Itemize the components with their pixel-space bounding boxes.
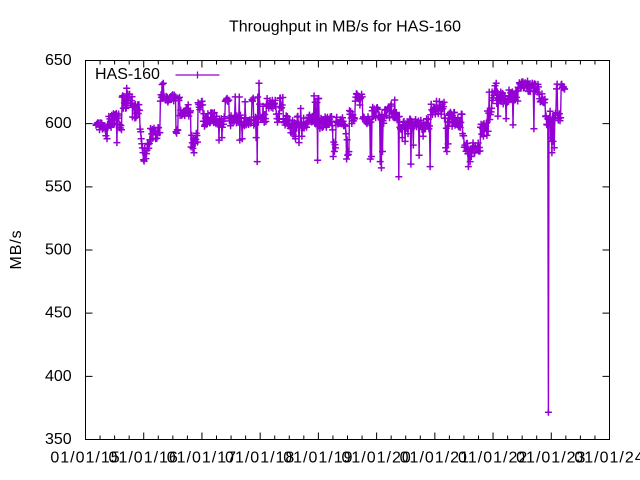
svg-text:01/01/18: 01/01/18 bbox=[225, 450, 295, 467]
svg-text:450: 450 bbox=[45, 305, 72, 322]
svg-text:350: 350 bbox=[45, 431, 72, 448]
svg-text:MB/s: MB/s bbox=[8, 229, 25, 269]
svg-text:01/01/17: 01/01/17 bbox=[167, 450, 237, 467]
svg-text:650: 650 bbox=[45, 52, 72, 69]
svg-text:01/01/23: 01/01/23 bbox=[516, 450, 586, 467]
svg-text:01/01/24: 01/01/24 bbox=[574, 450, 640, 467]
svg-text:01/01/16: 01/01/16 bbox=[109, 450, 179, 467]
svg-text:01/01/19: 01/01/19 bbox=[283, 450, 353, 467]
svg-text:550: 550 bbox=[45, 178, 72, 195]
svg-text:600: 600 bbox=[45, 115, 72, 132]
svg-text:500: 500 bbox=[45, 242, 72, 259]
svg-text:400: 400 bbox=[45, 368, 72, 385]
svg-text:Throughput in MB/s for HAS-160: Throughput in MB/s for HAS-160 bbox=[229, 19, 461, 36]
svg-text:01/01/20: 01/01/20 bbox=[341, 450, 411, 467]
svg-text:01/01/15: 01/01/15 bbox=[50, 450, 120, 467]
svg-text:HAS-160: HAS-160 bbox=[95, 66, 160, 83]
svg-text:01/01/22: 01/01/22 bbox=[458, 450, 528, 467]
svg-text:01/01/21: 01/01/21 bbox=[400, 450, 470, 467]
